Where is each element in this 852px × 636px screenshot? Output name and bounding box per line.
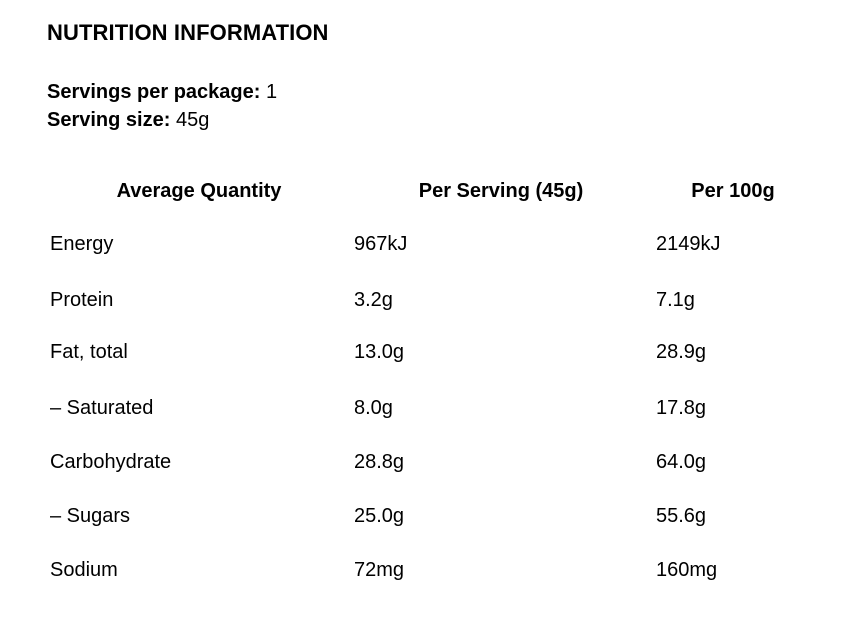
- table-row: Protein 3.2g 7.1g: [0, 289, 852, 317]
- table-row: Carbohydrate 28.8g 64.0g: [0, 451, 852, 479]
- table-row: Fat, total 13.0g 28.9g: [0, 341, 852, 369]
- serving-size: Serving size: 45g: [47, 109, 209, 132]
- nutrient-name: Carbohydrate: [50, 451, 172, 473]
- serving-size-value: 45g: [175, 109, 210, 131]
- per-serving-value: 72mg: [354, 559, 405, 581]
- per-serving-value: 25.0g: [354, 505, 405, 527]
- nutrient-name: – Sugars: [50, 505, 131, 527]
- table-row: Energy 967kJ 2149kJ: [0, 233, 852, 261]
- table-row: – Saturated 8.0g 17.8g: [0, 397, 852, 425]
- nutrient-name: Fat, total: [50, 341, 128, 363]
- per-serving-value: 3.2g: [354, 289, 393, 311]
- servings-label: Servings per package:: [47, 81, 261, 103]
- serving-size-label: Serving size:: [47, 109, 171, 131]
- per-100g-value: 64.0g: [656, 451, 707, 473]
- per-100g-value: 28.9g: [656, 341, 707, 363]
- per-serving-value: 967kJ: [354, 233, 408, 255]
- per-serving-value: 28.8g: [354, 451, 405, 473]
- column-header-per-serving: Per Serving (45g): [418, 180, 584, 202]
- per-100g-value: 7.1g: [656, 289, 695, 311]
- nutrient-name: Sodium: [50, 559, 118, 581]
- panel-title: NUTRITION INFORMATION: [47, 20, 329, 45]
- nutrient-name: Protein: [50, 289, 114, 311]
- column-header-per-100g: Per 100g: [691, 180, 775, 202]
- table-row: Sodium 72mg 160mg: [0, 559, 852, 587]
- per-serving-value: 13.0g: [354, 341, 405, 363]
- nutrient-name: Energy: [50, 233, 114, 255]
- per-serving-value: 8.0g: [354, 397, 393, 419]
- nutrient-name: – Saturated: [50, 397, 154, 419]
- servings-per-package: Servings per package: 1: [47, 81, 277, 104]
- per-100g-value: 55.6g: [656, 505, 707, 527]
- per-100g-value: 17.8g: [656, 397, 707, 419]
- servings-value: 1: [266, 81, 278, 103]
- per-100g-value: 2149kJ: [656, 233, 721, 255]
- table-row: – Sugars 25.0g 55.6g: [0, 505, 852, 533]
- column-header-average-quantity: Average Quantity: [116, 180, 282, 202]
- per-100g-value: 160mg: [656, 559, 718, 581]
